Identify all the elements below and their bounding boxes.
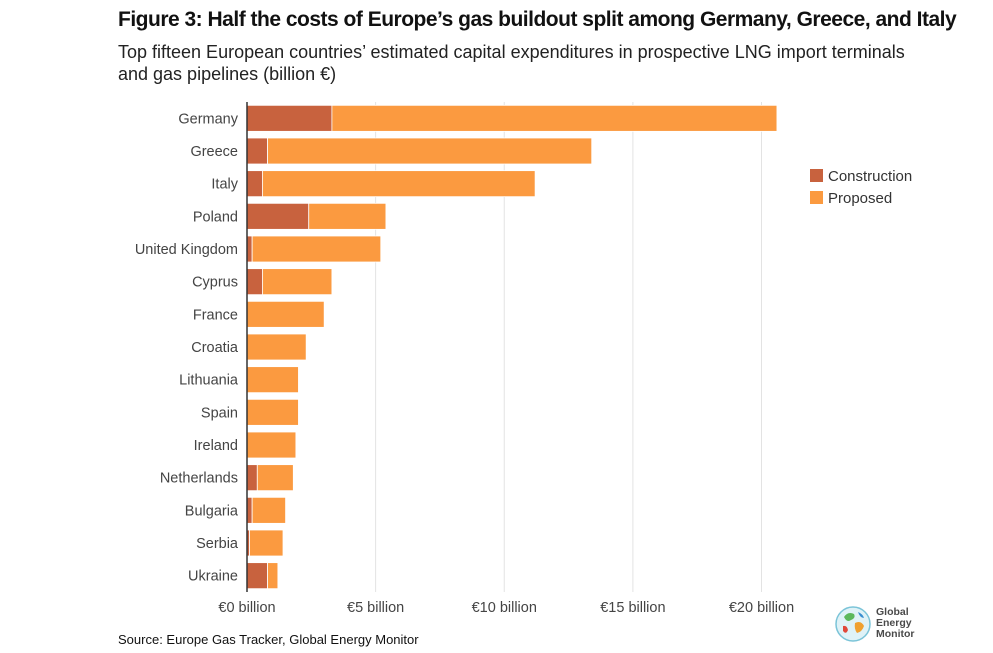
category-label: United Kingdom	[135, 242, 238, 258]
chart-title: Figure 3: Half the costs of Europe’s gas…	[118, 8, 957, 31]
x-tick-label: €10 billion	[472, 600, 537, 616]
bars	[246, 104, 778, 590]
bar-chart: Germany Greece Italy Poland United Kingdom Cy…	[135, 102, 912, 616]
category-label: France	[193, 307, 238, 323]
bar-serbia-proposed	[249, 529, 284, 557]
category-label: Ireland	[194, 438, 238, 454]
bar-united-kingdom-proposed	[251, 235, 382, 263]
bar-ukraine-proposed	[267, 562, 279, 590]
legend-swatch-proposed	[810, 191, 823, 204]
category-labels: Germany Greece Italy Poland United Kingdom Cy…	[135, 111, 239, 584]
category-label: Poland	[193, 209, 238, 225]
global-energy-monitor-logo: Global Energy Monitor	[834, 605, 944, 645]
bar-greece-construction	[246, 137, 268, 165]
bar-ukraine-construction	[246, 562, 268, 590]
bar-spain-proposed	[246, 398, 299, 426]
bar-netherlands-construction	[246, 464, 258, 492]
legend-swatch-construction	[810, 169, 823, 182]
category-label: Cyprus	[192, 275, 238, 291]
chart-subtitle: Top fifteen European countries’ estimate…	[118, 42, 905, 84]
bar-croatia-proposed	[246, 333, 307, 361]
x-tick-label: €15 billion	[600, 600, 665, 616]
logo-wordmark: Global Energy Monitor	[876, 607, 915, 640]
x-axis-tick-labels: €0 billion €5 billion €10 billion €15 billi…	[218, 600, 794, 616]
bar-france-proposed	[246, 300, 325, 328]
logo-line-1: Global	[876, 606, 909, 618]
bar-italy-construction	[246, 170, 263, 198]
bar-poland-construction	[246, 202, 310, 230]
legend-label-proposed: Proposed	[828, 190, 892, 207]
category-label: Ukraine	[188, 569, 238, 585]
bar-united-kingdom-construction	[246, 235, 253, 263]
category-label: Greece	[190, 144, 238, 160]
bar-germany-construction	[246, 104, 333, 132]
bar-poland-proposed	[308, 202, 387, 230]
x-tick-label: €5 billion	[347, 600, 404, 616]
bar-cyprus-construction	[246, 268, 263, 296]
category-label: Croatia	[191, 340, 239, 356]
bar-ireland-proposed	[246, 431, 297, 459]
source-note: Source: Europe Gas Tracker, Global Energ…	[118, 632, 419, 647]
category-label: Lithuania	[179, 373, 239, 389]
x-tick-label: €0 billion	[218, 600, 275, 616]
logo-line-2: Energy	[876, 617, 912, 629]
category-label: Spain	[201, 405, 238, 421]
bar-cyprus-proposed	[262, 268, 333, 296]
bar-italy-proposed	[262, 170, 536, 198]
bar-greece-proposed	[267, 137, 593, 165]
legend-label-construction: Construction	[828, 168, 912, 185]
legend: Construction Proposed	[810, 168, 912, 207]
category-label: Serbia	[196, 536, 239, 552]
bar-netherlands-proposed	[256, 464, 294, 492]
category-label: Netherlands	[160, 471, 238, 487]
globe-icon	[835, 606, 871, 642]
x-tick-label: €20 billion	[729, 600, 794, 616]
bar-bulgaria-proposed	[251, 496, 286, 524]
category-label: Bulgaria	[185, 503, 239, 519]
category-label: Italy	[211, 177, 238, 193]
bar-lithuania-proposed	[246, 366, 299, 394]
bar-bulgaria-construction	[246, 496, 253, 524]
logo-line-3: Monitor	[876, 628, 915, 640]
category-label: Germany	[178, 111, 238, 127]
bar-germany-proposed	[331, 104, 778, 132]
